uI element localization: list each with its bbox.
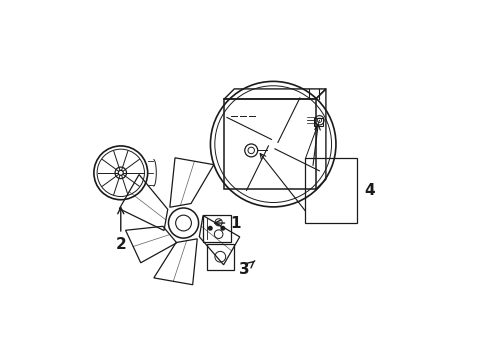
Text: 2: 2 <box>115 208 126 252</box>
Text: 4: 4 <box>363 183 374 198</box>
Bar <box>305 158 357 223</box>
Text: 1: 1 <box>214 216 240 230</box>
Bar <box>313 118 323 126</box>
Bar <box>206 244 233 270</box>
Text: 3: 3 <box>239 261 254 277</box>
Circle shape <box>221 226 224 230</box>
Circle shape <box>208 226 212 230</box>
Bar <box>224 99 315 189</box>
Bar <box>203 215 231 242</box>
